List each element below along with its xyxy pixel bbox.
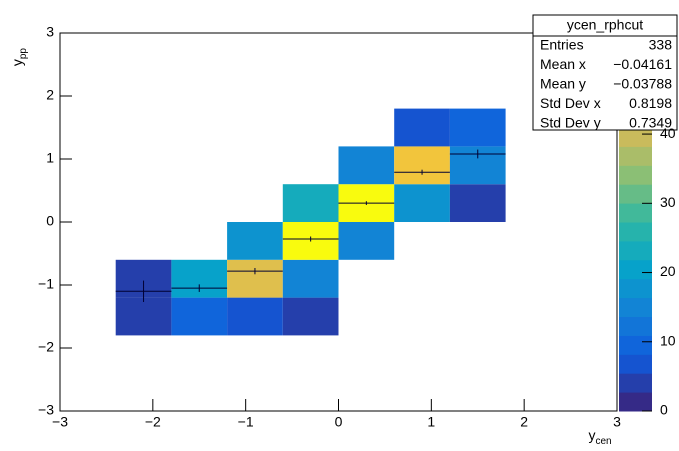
y-tick-label: −1 <box>38 276 54 292</box>
x-tick-label: 1 <box>427 414 435 430</box>
cell <box>394 184 450 222</box>
colorbar-band <box>619 297 652 317</box>
stats-label: Entries <box>540 37 584 53</box>
cell <box>449 108 506 147</box>
y-tick-label: −3 <box>38 402 54 418</box>
colorbar-band <box>619 354 652 374</box>
y-tick-label: 0 <box>46 213 54 229</box>
stats-value: −0.03788 <box>613 76 672 92</box>
stats-value: 0.8198 <box>629 95 672 111</box>
colorbar-band <box>619 392 652 412</box>
x-tick-label: 3 <box>613 414 621 430</box>
z-tick-label: 20 <box>660 263 676 279</box>
x-tick-label: 0 <box>335 414 343 430</box>
cell <box>115 297 172 336</box>
y-tick-label: 1 <box>46 150 54 166</box>
colorbar-band <box>619 373 652 393</box>
cell <box>227 259 283 298</box>
y-label-sub: pp <box>18 48 29 60</box>
y-label-main: y <box>9 59 25 66</box>
x-axis-label: ycen <box>588 427 611 447</box>
cell <box>282 184 339 222</box>
cell <box>282 297 339 336</box>
x-tick-label: −2 <box>145 414 161 430</box>
stats-title: ycen_rphcut <box>567 17 643 33</box>
colorbar-band <box>619 165 652 185</box>
z-tick-label: 40 <box>660 125 676 141</box>
cell <box>394 146 450 185</box>
x-tick-label: 2 <box>520 414 528 430</box>
stats-value: 0.7349 <box>629 115 672 131</box>
y-tick-label: −2 <box>38 339 54 355</box>
x-label-main: y <box>588 427 595 443</box>
stats-box: ycen_rphcut Entries 338 Mean x −0.04161 Mean… <box>532 14 678 131</box>
cell <box>227 222 283 260</box>
cells <box>115 108 506 336</box>
cell <box>394 108 450 147</box>
stats-label: Std Dev y <box>540 115 601 131</box>
colorbar-band <box>619 146 652 166</box>
colorbar-band <box>619 335 652 355</box>
stats-label: Std Dev x <box>540 95 601 111</box>
stats-frame <box>532 14 678 131</box>
colorbar-band <box>619 184 652 204</box>
cell <box>338 146 395 185</box>
colorbar-band <box>619 278 652 299</box>
cell <box>171 297 228 336</box>
y-tick-label: 3 <box>46 24 54 40</box>
stats-value: −0.04161 <box>613 56 672 72</box>
y-axis-label: ypp <box>9 48 29 67</box>
colorbar-band <box>619 203 652 223</box>
colorbar-band <box>619 127 652 147</box>
colorbar-band <box>619 222 652 242</box>
cell <box>227 297 283 336</box>
z-tick-label: 30 <box>660 194 676 210</box>
stats-label: Mean x <box>540 56 586 72</box>
x-tick-label: −3 <box>52 414 68 430</box>
x-tick-label: −1 <box>238 414 254 430</box>
x-label-sub: cen <box>595 436 611 447</box>
colorbar-band <box>619 259 652 280</box>
cell <box>282 259 339 298</box>
cell <box>449 184 506 222</box>
y-tick-label: 2 <box>46 87 54 103</box>
cell <box>338 222 395 260</box>
stats-label: Mean y <box>540 76 586 92</box>
colorbar-band <box>619 316 652 336</box>
colorbar-band <box>619 240 652 261</box>
z-tick-label: 10 <box>660 332 676 348</box>
stats-value: 338 <box>649 37 673 53</box>
z-tick-label: 0 <box>660 402 668 418</box>
